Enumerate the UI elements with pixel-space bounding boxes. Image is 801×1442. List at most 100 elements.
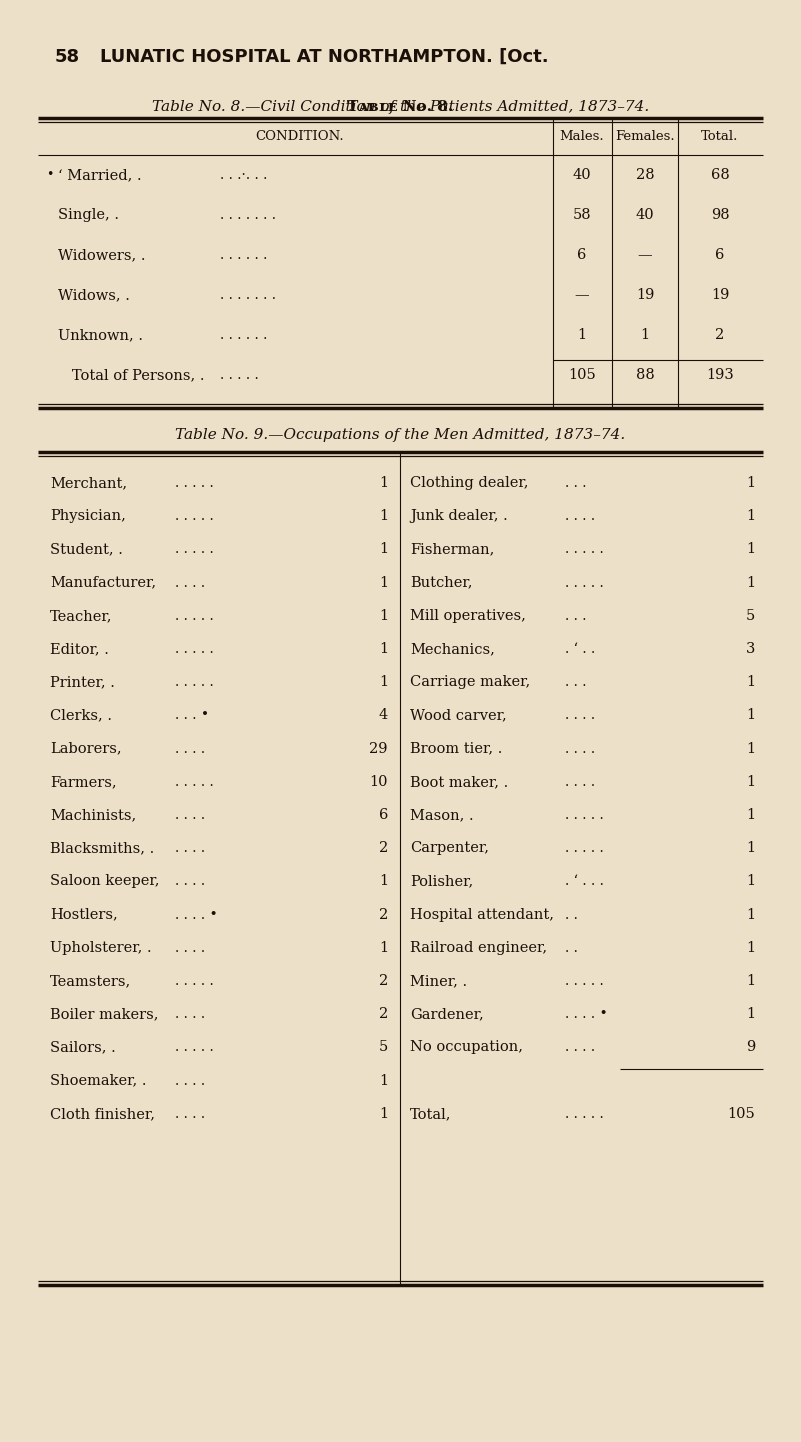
Text: . ‘ . . .: . ‘ . . . [565, 874, 604, 888]
Text: —: — [638, 248, 652, 262]
Text: . . . .: . . . . [175, 575, 205, 590]
Text: Clerks, .: Clerks, . [50, 708, 112, 722]
Text: Carpenter,: Carpenter, [410, 841, 489, 855]
Text: 1: 1 [379, 1107, 388, 1120]
Text: 105: 105 [568, 368, 596, 382]
Text: Machinists,: Machinists, [50, 808, 136, 822]
Text: 1: 1 [379, 1074, 388, 1087]
Text: Manufacturer,: Manufacturer, [50, 575, 156, 590]
Text: 105: 105 [727, 1107, 755, 1120]
Text: . . . . .: . . . . . [565, 841, 604, 855]
Text: . . . . .: . . . . . [565, 1107, 604, 1120]
Text: 1: 1 [746, 808, 755, 822]
Text: . . . . .: . . . . . [565, 575, 604, 590]
Text: 6: 6 [578, 248, 586, 262]
Text: Teamsters,: Teamsters, [50, 973, 131, 988]
Text: 68: 68 [710, 169, 730, 182]
Text: Unknown, .: Unknown, . [58, 327, 143, 342]
Text: 1: 1 [379, 642, 388, 656]
Text: 1: 1 [379, 675, 388, 689]
Text: Student, .: Student, . [50, 542, 123, 557]
Text: . . .: . . . [565, 476, 586, 490]
Text: 9: 9 [746, 1040, 755, 1054]
Text: 193: 193 [706, 368, 734, 382]
Text: Boiler makers,: Boiler makers, [50, 1007, 159, 1021]
Text: . . . •: . . . • [175, 708, 209, 722]
Text: 1: 1 [578, 327, 586, 342]
Text: 1: 1 [746, 542, 755, 557]
Text: •: • [46, 169, 54, 182]
Text: Sailors, .: Sailors, . [50, 1040, 116, 1054]
Text: ‘ Married, .: ‘ Married, . [58, 169, 142, 182]
Text: . . . . .: . . . . . [175, 609, 214, 623]
Text: . . . . •: . . . . • [175, 907, 218, 921]
Text: LUNATIC HOSPITAL AT NORTHAMPTON. [Oct.: LUNATIC HOSPITAL AT NORTHAMPTON. [Oct. [100, 48, 549, 66]
Text: . . . . .: . . . . . [565, 542, 604, 557]
Text: Mason, .: Mason, . [410, 808, 473, 822]
Text: . . . .: . . . . [175, 874, 205, 888]
Text: Butcher,: Butcher, [410, 575, 473, 590]
Text: . . . . .: . . . . . [220, 368, 259, 382]
Text: Editor, .: Editor, . [50, 642, 109, 656]
Text: . .: . . [565, 940, 578, 955]
Text: Teacher,: Teacher, [50, 609, 112, 623]
Text: 1: 1 [379, 476, 388, 490]
Text: 58: 58 [55, 48, 80, 66]
Text: 1: 1 [746, 708, 755, 722]
Text: . . . .: . . . . [175, 940, 205, 955]
Text: Table No. 9.—Occupations of the Men Admitted, 1873–74.: Table No. 9.—Occupations of the Men Admi… [175, 428, 626, 443]
Text: Mill operatives,: Mill operatives, [410, 609, 526, 623]
Text: . . . . .: . . . . . [175, 642, 214, 656]
Text: 1: 1 [746, 841, 755, 855]
Text: 19: 19 [710, 288, 729, 301]
Text: Boot maker, .: Boot maker, . [410, 774, 509, 789]
Text: 1: 1 [746, 874, 755, 888]
Text: Total of Persons, .: Total of Persons, . [58, 368, 204, 382]
Text: Males.: Males. [560, 130, 604, 143]
Text: 1: 1 [379, 542, 388, 557]
Text: 1: 1 [746, 575, 755, 590]
Text: . . . . .: . . . . . [175, 1040, 214, 1054]
Text: 40: 40 [573, 169, 591, 182]
Text: 1: 1 [746, 741, 755, 756]
Text: Polisher,: Polisher, [410, 874, 473, 888]
Text: 10: 10 [369, 774, 388, 789]
Text: Broom tier, .: Broom tier, . [410, 741, 502, 756]
Text: 1: 1 [746, 940, 755, 955]
Text: Miner, .: Miner, . [410, 973, 467, 988]
Text: Upholsterer, .: Upholsterer, . [50, 940, 151, 955]
Text: 6: 6 [715, 248, 725, 262]
Text: CONDITION.: CONDITION. [256, 130, 344, 143]
Text: . . . .: . . . . [565, 741, 595, 756]
Text: . . . . .: . . . . . [175, 774, 214, 789]
Text: Total,: Total, [410, 1107, 452, 1120]
Text: Saloon keeper,: Saloon keeper, [50, 874, 159, 888]
Text: 2: 2 [379, 841, 388, 855]
Text: 40: 40 [636, 208, 654, 222]
Text: . . .·. . .: . . .·. . . [220, 169, 268, 182]
Text: Mechanics,: Mechanics, [410, 642, 495, 656]
Text: 58: 58 [573, 208, 591, 222]
Text: Blacksmiths, .: Blacksmiths, . [50, 841, 155, 855]
Text: 1: 1 [379, 940, 388, 955]
Text: . . . .: . . . . [175, 741, 205, 756]
Text: Junk dealer, .: Junk dealer, . [410, 509, 508, 523]
Text: Fisherman,: Fisherman, [410, 542, 494, 557]
Text: 88: 88 [636, 368, 654, 382]
Text: 1: 1 [746, 509, 755, 523]
Text: . . . . .: . . . . . [565, 973, 604, 988]
Text: 1: 1 [746, 675, 755, 689]
Text: . . . . •: . . . . • [565, 1007, 608, 1021]
Text: 2: 2 [379, 907, 388, 921]
Text: 6: 6 [379, 808, 388, 822]
Text: 1: 1 [746, 774, 755, 789]
Text: . . . . . . .: . . . . . . . [220, 288, 276, 301]
Text: . . . .: . . . . [565, 509, 595, 523]
Text: . . . .: . . . . [175, 841, 205, 855]
Text: . .: . . [565, 907, 578, 921]
Text: Table No. 8.—Civil Condition of the Patients Admitted, 1873–74.: Table No. 8.—Civil Condition of the Pati… [152, 99, 649, 114]
Text: Hospital attendant,: Hospital attendant, [410, 907, 554, 921]
Text: . . . . . .: . . . . . . [220, 248, 268, 262]
Text: . . . . . .: . . . . . . [220, 327, 268, 342]
Text: 1: 1 [641, 327, 650, 342]
